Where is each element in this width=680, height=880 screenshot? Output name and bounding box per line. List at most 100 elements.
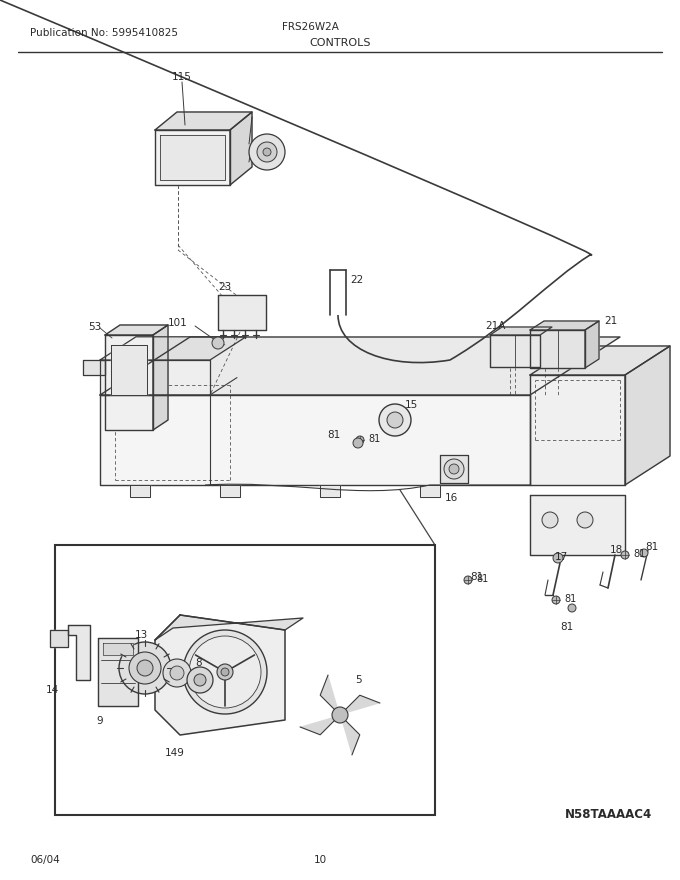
Circle shape [170, 666, 184, 680]
Circle shape [212, 337, 224, 349]
Polygon shape [50, 630, 68, 647]
Polygon shape [155, 112, 252, 130]
Polygon shape [100, 395, 530, 485]
Circle shape [353, 438, 363, 448]
Circle shape [542, 512, 558, 528]
Circle shape [464, 576, 472, 584]
Polygon shape [230, 112, 252, 185]
Polygon shape [155, 615, 285, 735]
PathPatch shape [340, 695, 380, 715]
Polygon shape [585, 321, 599, 368]
Polygon shape [440, 455, 468, 483]
Circle shape [129, 652, 161, 684]
Polygon shape [105, 335, 153, 430]
Text: 15: 15 [405, 400, 418, 410]
Text: FRS26W2A: FRS26W2A [282, 22, 339, 32]
Polygon shape [530, 330, 585, 368]
Text: 81: 81 [564, 594, 576, 604]
Circle shape [249, 134, 285, 170]
Text: 81: 81 [633, 549, 645, 559]
Text: 21: 21 [604, 316, 617, 326]
Text: 53: 53 [88, 322, 101, 332]
Circle shape [621, 551, 629, 559]
Circle shape [137, 660, 153, 676]
Polygon shape [530, 375, 625, 485]
Circle shape [553, 553, 563, 563]
Polygon shape [218, 295, 266, 330]
Polygon shape [530, 321, 599, 330]
Text: 101: 101 [168, 318, 188, 328]
Text: 81: 81 [470, 572, 483, 582]
Polygon shape [625, 346, 670, 485]
Polygon shape [103, 643, 133, 655]
Polygon shape [160, 135, 225, 180]
Polygon shape [98, 638, 138, 706]
Text: 17: 17 [555, 552, 568, 562]
Text: 115: 115 [172, 72, 192, 82]
Circle shape [189, 636, 261, 708]
Text: 06/04: 06/04 [30, 855, 60, 865]
Polygon shape [530, 346, 670, 375]
Circle shape [640, 549, 648, 557]
Polygon shape [490, 335, 540, 367]
Text: 81: 81 [645, 542, 658, 552]
Circle shape [552, 596, 560, 604]
Circle shape [217, 664, 233, 680]
Text: 14: 14 [46, 685, 59, 695]
Circle shape [263, 148, 271, 156]
Polygon shape [420, 485, 440, 497]
Polygon shape [320, 485, 340, 497]
Text: 81: 81 [560, 622, 573, 632]
Polygon shape [530, 495, 625, 555]
Circle shape [568, 604, 576, 612]
Circle shape [183, 630, 267, 714]
Polygon shape [490, 327, 552, 335]
Circle shape [332, 707, 348, 723]
Circle shape [387, 412, 403, 428]
Text: 23: 23 [218, 282, 231, 292]
Circle shape [257, 142, 277, 162]
Text: N58TAAAAC4: N58TAAAAC4 [565, 808, 652, 821]
Polygon shape [111, 345, 147, 395]
Polygon shape [83, 360, 105, 375]
Circle shape [194, 674, 206, 686]
Circle shape [356, 436, 364, 444]
PathPatch shape [320, 675, 340, 715]
PathPatch shape [340, 715, 360, 755]
Text: 81: 81 [327, 430, 340, 440]
Circle shape [449, 464, 459, 474]
Polygon shape [100, 337, 620, 395]
Circle shape [221, 668, 229, 676]
Bar [55, 545, 435, 815]
Polygon shape [155, 130, 230, 185]
Polygon shape [153, 325, 168, 430]
Text: 81: 81 [368, 434, 380, 444]
Text: 22: 22 [350, 275, 363, 285]
Polygon shape [155, 615, 303, 640]
Polygon shape [100, 337, 246, 360]
Text: 16: 16 [445, 493, 458, 503]
Text: 21A: 21A [485, 321, 505, 331]
Circle shape [163, 659, 191, 687]
Circle shape [119, 642, 171, 694]
Text: 8: 8 [195, 658, 202, 668]
PathPatch shape [300, 715, 340, 735]
Polygon shape [100, 360, 210, 395]
Text: CONTROLS: CONTROLS [309, 38, 371, 48]
Text: 81: 81 [476, 574, 488, 584]
Text: 149: 149 [165, 748, 185, 758]
Text: 5: 5 [355, 675, 362, 685]
Text: 10: 10 [313, 855, 326, 865]
Circle shape [379, 404, 411, 436]
Circle shape [444, 459, 464, 479]
Text: Publication No: 5995410825: Publication No: 5995410825 [30, 28, 178, 38]
Text: 18: 18 [610, 545, 624, 555]
Polygon shape [105, 325, 168, 335]
Polygon shape [68, 625, 90, 680]
Circle shape [577, 512, 593, 528]
Text: 13: 13 [135, 630, 148, 640]
Text: 9: 9 [96, 716, 103, 726]
Circle shape [187, 667, 213, 693]
Polygon shape [220, 485, 240, 497]
Polygon shape [130, 485, 150, 497]
